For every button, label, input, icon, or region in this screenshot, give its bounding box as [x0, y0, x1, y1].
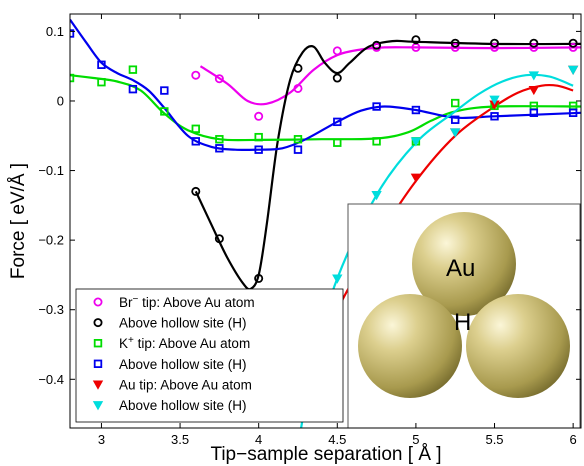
series-2-point-7 [293, 135, 303, 144]
series-2-point-5 [215, 135, 224, 144]
series-0-point-7 [450, 42, 460, 52]
au-atom-right [466, 294, 570, 398]
series-5-point-2 [410, 137, 422, 147]
series-0-point-0 [191, 70, 201, 80]
series-0-point-10 [568, 42, 578, 52]
y-tick-label: −0.3 [38, 302, 64, 317]
series-3-point-11 [451, 115, 460, 124]
series-2-point-2 [128, 65, 138, 74]
x-tick-label: 5.5 [485, 432, 503, 447]
y-tick-label: 0.1 [46, 24, 64, 39]
legend-marker-3 [93, 359, 103, 368]
x-tick-label: 4.5 [328, 432, 346, 447]
series-1-point-7 [450, 38, 460, 48]
legend-label-5: Above hollow site (H) [119, 398, 247, 413]
legend-label-1: Above hollow site (H) [119, 316, 247, 331]
au-atom-left [358, 294, 462, 398]
inset-label-au: Au [446, 255, 475, 282]
series-2-point-4 [191, 124, 200, 134]
series-0-point-3 [293, 83, 303, 93]
series-3-point-10 [411, 105, 421, 115]
series-3-point-6 [254, 145, 263, 154]
au-atom-top [412, 212, 516, 316]
series-1-point-8 [490, 38, 500, 48]
series-1-point-0 [191, 186, 201, 196]
series-0-curve [199, 46, 581, 106]
x-tick-label: 3 [98, 432, 105, 447]
series-5-point-3 [450, 128, 461, 138]
series-1-point-1 [214, 234, 224, 244]
legend-marker-1 [93, 318, 103, 328]
series-1-point-2 [254, 273, 264, 283]
inset-geometry: Au H [347, 203, 581, 429]
series-2-point-6 [254, 132, 263, 142]
series-3-point-1 [97, 60, 106, 69]
y-axis-label: Force [ eV/Å ] [8, 163, 29, 279]
series-4-point-5 [528, 85, 540, 96]
series-5-point-5 [528, 71, 540, 81]
series-1-point-3 [293, 63, 303, 73]
series-1-point-9 [529, 38, 539, 48]
series-5-point-1 [371, 191, 382, 201]
legend-marker-5 [92, 401, 104, 411]
series-2-point-9 [372, 137, 381, 146]
series-3-point-8 [333, 117, 342, 127]
legend-label-4: Au tip: Above Au atom [119, 377, 252, 392]
x-tick-label: 5 [412, 432, 419, 447]
series-0-point-4 [332, 46, 342, 56]
series-3-point-13 [529, 108, 539, 118]
series-3-point-9 [372, 102, 381, 111]
series-3-point-2 [128, 84, 138, 94]
series-3-point-0 [70, 29, 75, 38]
legend-label-0: Br− tip: Above Au atom [119, 294, 255, 311]
series-4-point-2 [410, 173, 422, 183]
legend-marker-4 [92, 380, 104, 390]
series-5-point-4 [489, 95, 500, 105]
series-5-point-0 [332, 274, 343, 284]
legend: Br− tip: Above Au atom Above hollow site … [75, 288, 344, 423]
series-0-point-8 [490, 42, 500, 52]
legend-label-3: Above hollow site (H) [119, 357, 247, 372]
legend-marker-0 [93, 297, 103, 307]
series-3-point-4 [191, 137, 200, 146]
series-2-point-11 [451, 98, 460, 108]
axes: 3 3.5 4 4.5 5 5.5 6 0.1 0 −0.1 −0.2 −0.3 −0.4 [38, 13, 582, 447]
x-tick-label: 3.5 [171, 432, 189, 447]
series-3-point-5 [215, 144, 224, 153]
legend-marker-2 [93, 338, 103, 348]
series-0-point-1 [214, 74, 224, 84]
inset-label-h: H [454, 309, 471, 336]
series-1-curve [194, 39, 581, 291]
legend-box [75, 288, 344, 423]
series-3-point-3 [160, 86, 169, 95]
series-0-point-2 [254, 111, 264, 121]
series-1-point-10 [568, 38, 578, 48]
series-3-point-7 [293, 145, 303, 154]
y-tick-label: 0 [57, 93, 64, 108]
x-tick-label: 4 [255, 432, 262, 447]
y-tick-label: −0.2 [38, 233, 64, 248]
series-1-point-5 [372, 40, 382, 50]
series-3-curve [70, 18, 581, 152]
series-5-point-6 [567, 65, 579, 75]
series-1-point-6 [411, 35, 421, 45]
series-0-point-9 [529, 42, 539, 52]
series-2-point-8 [333, 138, 342, 147]
series-markers [70, 29, 579, 316]
x-tick-label: 6 [570, 432, 577, 447]
series-3-point-14 [568, 108, 578, 118]
series-1-point-4 [332, 73, 342, 83]
series-2-point-0 [70, 73, 75, 83]
axes-frame [69, 13, 582, 429]
legend-label-2: K+ tip: Above Au atom [119, 335, 250, 352]
series-3-point-12 [490, 112, 499, 121]
series-2-point-1 [97, 77, 106, 87]
x-axis-label: Tip−sample separation [ Å ] [210, 444, 441, 465]
y-tick-label: −0.4 [38, 372, 64, 387]
y-tick-label: −0.1 [38, 163, 64, 178]
series-2-point-3 [160, 107, 169, 116]
